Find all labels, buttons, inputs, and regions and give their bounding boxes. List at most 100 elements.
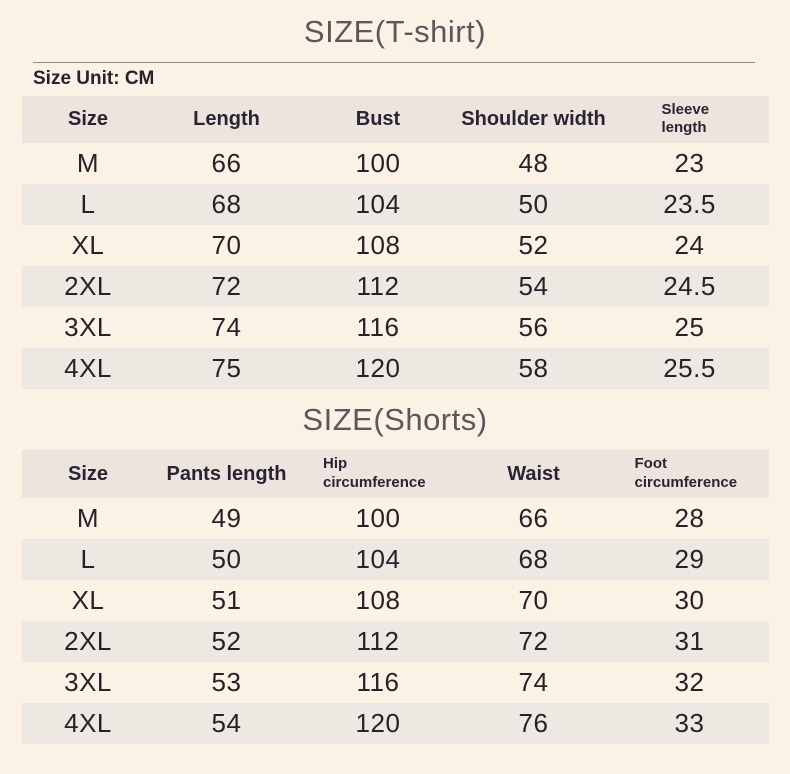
value-cell: 104 <box>355 189 401 219</box>
value-cell: 76 <box>518 708 549 738</box>
value-cell: 120 <box>355 708 401 738</box>
column-header-label: Size <box>67 108 109 130</box>
column-header-label: Foot circumference <box>634 455 738 491</box>
value-cell: 112 <box>356 271 400 301</box>
tshirt-table-body: M 66 100 48 23 L 68 104 50 23.5 XL 70 108 52 24 2XL 72 11… <box>22 143 769 389</box>
table-row: 4XL 54 120 76 33 <box>22 703 769 744</box>
shorts-table-body: M 49 100 66 28 L 50 104 68 29 XL 51 108 70 30 2XL 52 112 7… <box>22 498 769 744</box>
title-divider <box>33 62 755 63</box>
value-cell: 120 <box>355 353 401 383</box>
table-row: 3XL 53 116 74 32 <box>22 662 769 703</box>
value-cell: 28 <box>674 503 705 533</box>
column-header: Foot circumference <box>610 450 769 498</box>
size-cell: 2XL <box>64 626 112 656</box>
value-cell: 72 <box>518 626 549 656</box>
value-cell: 25 <box>674 312 705 342</box>
value-cell: 23.5 <box>663 189 716 219</box>
value-cell: 24 <box>674 230 705 260</box>
value-cell: 31 <box>674 626 705 656</box>
value-cell: 52 <box>211 626 242 656</box>
value-cell: 53 <box>211 667 242 697</box>
value-cell: 66 <box>518 503 549 533</box>
size-cell: M <box>76 148 100 178</box>
value-cell: 25.5 <box>663 353 716 383</box>
size-cell: M <box>76 503 100 533</box>
shorts-table-header: Size Pants length Hip circumference Waist Fo… <box>22 450 769 498</box>
value-cell: 68 <box>518 544 549 574</box>
column-header: Sleeve length <box>610 96 769 143</box>
value-cell: 104 <box>355 544 401 574</box>
value-cell: 50 <box>518 189 549 219</box>
size-cell: 4XL <box>64 353 112 383</box>
value-cell: 23 <box>674 148 705 178</box>
value-cell: 100 <box>355 503 401 533</box>
table-row: XL 70 108 52 24 <box>22 225 769 266</box>
table-row: L 68 104 50 23.5 <box>22 184 769 225</box>
column-header-label: Shoulder width <box>461 108 606 130</box>
shorts-size-table: Size Pants length Hip circumference Waist Fo… <box>22 450 769 744</box>
value-cell: 74 <box>211 312 242 342</box>
column-header-label: Hip circumference <box>323 455 426 491</box>
table-row: L 50 104 68 29 <box>22 539 769 580</box>
value-cell: 48 <box>518 148 549 178</box>
size-cell: 2XL <box>64 271 112 301</box>
value-cell: 32 <box>674 667 705 697</box>
value-cell: 70 <box>211 230 242 260</box>
column-header: Hip circumference <box>299 450 457 498</box>
value-cell: 29 <box>674 544 705 574</box>
header-row: Size Length Bust Shoulder width Sleeve lengt… <box>22 96 769 143</box>
value-cell: 58 <box>518 353 549 383</box>
value-cell: 112 <box>356 626 400 656</box>
size-cell: L <box>80 189 96 219</box>
column-header: Size <box>22 450 154 498</box>
table-row: 2XL 72 112 54 24.5 <box>22 266 769 307</box>
column-header: Shoulder width <box>457 96 610 143</box>
column-header-label: Waist <box>507 462 560 485</box>
size-cell: 4XL <box>64 708 112 738</box>
size-cell: 3XL <box>64 312 112 342</box>
table-row: 3XL 74 116 56 25 <box>22 307 769 348</box>
value-cell: 116 <box>356 667 400 697</box>
value-cell: 56 <box>518 312 549 342</box>
header-row: Size Pants length Hip circumference Waist Fo… <box>22 450 769 498</box>
value-cell: 30 <box>674 585 705 615</box>
value-cell: 24.5 <box>663 271 716 301</box>
size-chart-page: SIZE(T-shirt) Size Unit: CM Size Length Bu… <box>0 14 790 744</box>
value-cell: 66 <box>211 148 242 178</box>
size-unit-label: Size Unit: CM <box>33 68 155 89</box>
column-header-label: Sleeve length <box>661 100 710 137</box>
column-header: Waist <box>457 450 610 498</box>
value-cell: 33 <box>674 708 705 738</box>
column-header: Bust <box>299 96 457 143</box>
column-header: Pants length <box>154 450 299 498</box>
value-cell: 108 <box>355 585 401 615</box>
tshirt-size-table: Size Length Bust Shoulder width Sleeve lengt… <box>22 96 769 389</box>
column-header-label: Pants length <box>166 462 287 485</box>
column-header-label: Bust <box>355 108 401 130</box>
table-row: 4XL 75 120 58 25.5 <box>22 348 769 389</box>
value-cell: 51 <box>211 585 242 615</box>
value-cell: 75 <box>211 353 242 383</box>
value-cell: 72 <box>211 271 242 301</box>
value-cell: 49 <box>211 503 242 533</box>
column-header: Size <box>22 96 154 143</box>
column-header: Length <box>154 96 299 143</box>
value-cell: 116 <box>356 312 400 342</box>
value-cell: 54 <box>211 708 242 738</box>
tshirt-section-title: SIZE(T-shirt) <box>303 14 487 49</box>
value-cell: 70 <box>518 585 549 615</box>
value-cell: 74 <box>518 667 549 697</box>
column-header-label: Size <box>67 462 109 485</box>
column-header-label: Length <box>193 108 260 130</box>
table-row: 2XL 52 112 72 31 <box>22 621 769 662</box>
table-row: XL 51 108 70 30 <box>22 580 769 621</box>
size-cell: L <box>80 544 96 574</box>
size-cell: XL <box>71 585 105 615</box>
value-cell: 68 <box>211 189 242 219</box>
value-cell: 100 <box>355 148 401 178</box>
value-cell: 54 <box>518 271 549 301</box>
table-row: M 66 100 48 23 <box>22 143 769 184</box>
size-cell: XL <box>71 230 105 260</box>
value-cell: 52 <box>518 230 549 260</box>
table-row: M 49 100 66 28 <box>22 498 769 539</box>
